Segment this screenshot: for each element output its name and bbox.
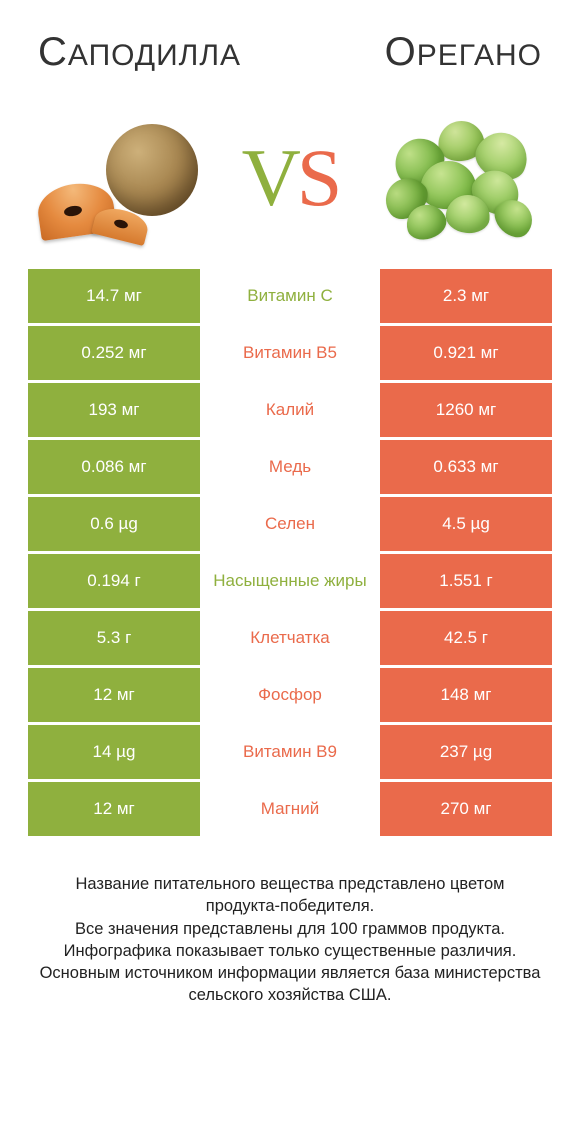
nutrient-label: Витамин B5	[200, 326, 380, 380]
nutrient-label: Медь	[200, 440, 380, 494]
vs-s: S	[297, 131, 339, 225]
footer-note: Название питательного вещества представл…	[28, 839, 552, 1007]
right-value: 270 мг	[380, 782, 552, 836]
table-row: 0.194 гНасыщенные жиры1.551 г	[28, 554, 552, 608]
title-right-rest: РЕГАНО	[417, 39, 542, 72]
table-row: 193 мгКалий1260 мг	[28, 383, 552, 437]
title-left-first: С	[38, 30, 68, 74]
nutrient-label: Витамин B9	[200, 725, 380, 779]
sapodilla-image	[34, 113, 204, 243]
hero-row: VS	[28, 103, 552, 269]
right-value: 237 µg	[380, 725, 552, 779]
nutrient-table: 14.7 мгВитамин C2.3 мг0.252 мгВитамин B5…	[28, 269, 552, 836]
table-row: 0.6 µgСелен4.5 µg	[28, 497, 552, 551]
nutrient-label: Селен	[200, 497, 380, 551]
vs-v: V	[242, 131, 297, 225]
left-value: 0.252 мг	[28, 326, 200, 380]
left-value: 0.6 µg	[28, 497, 200, 551]
nutrient-label: Клетчатка	[200, 611, 380, 665]
vs-label: VS	[242, 131, 339, 225]
table-row: 14.7 мгВитамин C2.3 мг	[28, 269, 552, 323]
left-value: 14 µg	[28, 725, 200, 779]
right-value: 1260 мг	[380, 383, 552, 437]
footer-line: Основным источником информации является …	[38, 962, 542, 1007]
left-value: 0.194 г	[28, 554, 200, 608]
footer-line: Все значения представлены для 100 граммо…	[38, 918, 542, 940]
nutrient-label: Калий	[200, 383, 380, 437]
nutrient-label: Магний	[200, 782, 380, 836]
right-value: 1.551 г	[380, 554, 552, 608]
right-value: 148 мг	[380, 668, 552, 722]
table-row: 0.086 мгМедь0.633 мг	[28, 440, 552, 494]
left-value: 12 мг	[28, 668, 200, 722]
title-right: OРЕГАНО	[385, 30, 542, 75]
nutrient-label: Насыщенные жиры	[200, 554, 380, 608]
title-right-first: O	[385, 30, 417, 74]
titles: САПОДИЛЛА OРЕГАНО	[28, 30, 552, 103]
left-value: 5.3 г	[28, 611, 200, 665]
oregano-image	[376, 113, 546, 243]
left-value: 0.086 мг	[28, 440, 200, 494]
nutrient-label: Фосфор	[200, 668, 380, 722]
footer-line: Инфографика показывает только существенн…	[38, 940, 542, 962]
left-value: 193 мг	[28, 383, 200, 437]
footer-line: Название питательного вещества представл…	[38, 873, 542, 918]
right-value: 42.5 г	[380, 611, 552, 665]
table-row: 12 мгФосфор148 мг	[28, 668, 552, 722]
table-row: 0.252 мгВитамин B50.921 мг	[28, 326, 552, 380]
title-left: САПОДИЛЛА	[38, 30, 241, 75]
right-value: 0.633 мг	[380, 440, 552, 494]
right-value: 0.921 мг	[380, 326, 552, 380]
left-value: 14.7 мг	[28, 269, 200, 323]
table-row: 5.3 гКлетчатка42.5 г	[28, 611, 552, 665]
table-row: 12 мгМагний270 мг	[28, 782, 552, 836]
right-value: 2.3 мг	[380, 269, 552, 323]
left-value: 12 мг	[28, 782, 200, 836]
nutrient-label: Витамин C	[200, 269, 380, 323]
title-left-rest: АПОДИЛЛА	[68, 39, 241, 72]
table-row: 14 µgВитамин B9237 µg	[28, 725, 552, 779]
right-value: 4.5 µg	[380, 497, 552, 551]
